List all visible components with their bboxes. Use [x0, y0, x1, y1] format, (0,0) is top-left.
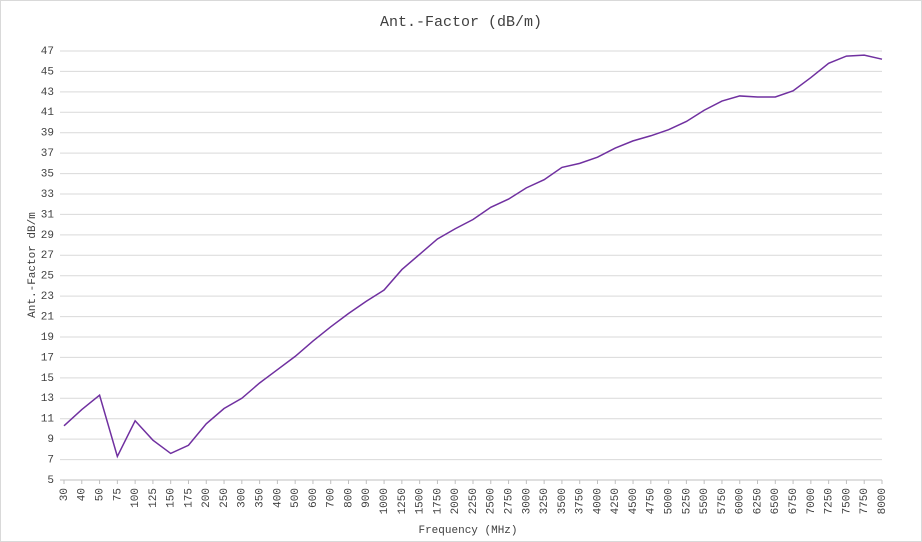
y-tick-label: 11	[41, 414, 55, 426]
x-tick-label: 4750	[646, 488, 658, 514]
x-tick-label: 175	[183, 488, 195, 508]
y-tick-label: 5	[47, 475, 54, 487]
y-tick-label: 23	[41, 291, 54, 303]
x-tick-label: 2750	[503, 488, 515, 514]
data-line	[63, 54, 883, 459]
x-tick-label: 2250	[468, 488, 480, 514]
x-tick-label: 800	[343, 488, 355, 508]
y-tick-label: 39	[41, 128, 54, 140]
x-tick-label: 7500	[841, 488, 853, 514]
x-tick-label: 125	[148, 488, 160, 508]
y-tick-label: 47	[41, 46, 54, 58]
x-tick-label: 900	[361, 488, 373, 508]
y-tick-label: 17	[41, 352, 54, 364]
x-tick-label: 50	[94, 488, 106, 501]
y-tick-label: 19	[41, 332, 54, 344]
x-tick-label: 1500	[415, 488, 427, 514]
x-tick-label: 5500	[699, 488, 711, 514]
x-tick-label: 3500	[557, 488, 569, 514]
x-tick-label: 7000	[806, 488, 818, 514]
y-tick-label: 45	[41, 66, 54, 78]
x-tick-label: 4500	[628, 488, 640, 514]
x-axis-title: Frequency (MHz)	[418, 525, 517, 537]
y-axis-title: Ant.-Factor dB/m	[27, 212, 39, 318]
x-tick-label: 4000	[592, 488, 604, 514]
x-tick-label: 5250	[681, 488, 693, 514]
x-tick-label: 4250	[610, 488, 622, 514]
x-tick-label: 3000	[521, 488, 533, 514]
x-tick-label: 7250	[824, 488, 836, 514]
x-tick-label: 30	[59, 488, 71, 501]
y-tick-label: 9	[47, 434, 54, 446]
x-tick-label: 3250	[539, 488, 551, 514]
x-tick-label: 700	[326, 488, 338, 508]
x-tick-label: 2000	[450, 488, 462, 514]
y-tick-label: 33	[41, 189, 54, 201]
x-tick-label: 350	[255, 488, 267, 508]
y-tick-label: 25	[41, 271, 54, 283]
x-tick-label: 1750	[432, 488, 444, 514]
x-tick-label: 400	[272, 488, 284, 508]
y-tick-label: 27	[41, 250, 54, 262]
y-tick-label: 35	[41, 168, 54, 180]
x-tick-label: 2500	[486, 488, 498, 514]
x-tick-label: 300	[237, 488, 249, 508]
y-tick-label: 21	[41, 311, 55, 323]
x-tick-label: 1000	[379, 488, 391, 514]
x-tick-label: 8000	[877, 488, 889, 514]
y-tick-label: 15	[41, 373, 54, 385]
x-tick-label: 250	[219, 488, 231, 508]
x-tick-label: 75	[112, 488, 124, 501]
x-tick-label: 7750	[859, 488, 871, 514]
x-tick-label: 3750	[575, 488, 587, 514]
y-tick-label: 31	[41, 209, 55, 221]
x-tick-label: 150	[166, 488, 178, 508]
y-tick-label: 29	[41, 230, 54, 242]
x-tick-label: 200	[201, 488, 213, 508]
x-tick-label: 100	[130, 488, 142, 508]
x-tick-label: 500	[290, 488, 302, 508]
x-tick-label: 40	[77, 488, 89, 501]
x-tick-label: 5000	[664, 488, 676, 514]
y-tick-label: 41	[41, 107, 55, 119]
chart-title: Ant.-Factor (dB/m)	[380, 14, 542, 31]
x-tick-label: 5750	[717, 488, 729, 514]
x-tick-label: 6000	[735, 488, 747, 514]
x-tick-label: 1250	[397, 488, 409, 514]
y-tick-label: 43	[41, 87, 54, 99]
y-tick-label: 7	[47, 454, 54, 466]
x-tick-label: 600	[308, 488, 320, 508]
y-tick-label: 37	[41, 148, 54, 160]
x-tick-label: 6750	[788, 488, 800, 514]
x-tick-label: 6500	[770, 488, 782, 514]
y-tick-label: 13	[41, 393, 54, 405]
x-tick-label: 6250	[752, 488, 764, 514]
